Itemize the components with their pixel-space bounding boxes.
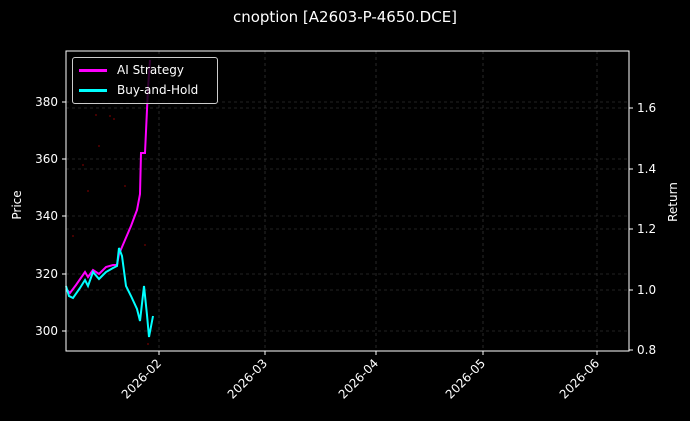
buy-and-hold-line bbox=[65, 247, 154, 338]
svg-text:1.4: 1.4 bbox=[637, 162, 656, 176]
grid-lines bbox=[66, 51, 629, 351]
svg-text:300: 300 bbox=[35, 324, 58, 338]
plot-frame bbox=[65, 50, 630, 352]
x-tick-labels: 2026-02 2026-03 2026-04 2026-05 2026-06 bbox=[119, 356, 602, 401]
svg-text:2026-02: 2026-02 bbox=[119, 356, 164, 401]
svg-text:2026-06: 2026-06 bbox=[557, 356, 602, 401]
left-tick-marks bbox=[62, 101, 633, 355]
left-tick-labels: 300 320 340 360 380 bbox=[35, 95, 58, 338]
svg-text:2026-04: 2026-04 bbox=[336, 356, 381, 401]
right-tick-labels: 0.8 1.0 1.2 1.4 1.6 bbox=[637, 101, 656, 357]
legend-label: AI Strategy bbox=[117, 63, 184, 77]
svg-text:360: 360 bbox=[35, 152, 58, 166]
chart-title: cnoption [A2603-P-4650.DCE] bbox=[232, 8, 458, 26]
svg-text:1.6: 1.6 bbox=[637, 101, 656, 115]
svg-text:380: 380 bbox=[35, 95, 58, 109]
left-axis-label: Price bbox=[10, 190, 24, 219]
svg-text:340: 340 bbox=[35, 209, 58, 223]
svg-text:1.2: 1.2 bbox=[637, 222, 656, 236]
svg-text:0.8: 0.8 bbox=[637, 343, 656, 357]
ai-strategy-swatch-icon bbox=[79, 68, 107, 72]
legend-label: Buy-and-Hold bbox=[117, 83, 199, 97]
svg-text:2026-03: 2026-03 bbox=[225, 356, 270, 401]
svg-text:1.0: 1.0 bbox=[637, 283, 656, 297]
price-markers bbox=[72, 114, 149, 345]
svg-text:2026-05: 2026-05 bbox=[443, 356, 488, 401]
right-axis-label: Return bbox=[666, 182, 680, 222]
buy-and-hold-swatch-icon bbox=[79, 88, 107, 92]
legend-item-ai-strategy: AI Strategy bbox=[79, 61, 184, 79]
legend-item-buy-and-hold: Buy-and-Hold bbox=[79, 81, 198, 99]
legend: AI Strategy Buy-and-Hold bbox=[72, 57, 218, 104]
svg-text:320: 320 bbox=[35, 267, 58, 281]
